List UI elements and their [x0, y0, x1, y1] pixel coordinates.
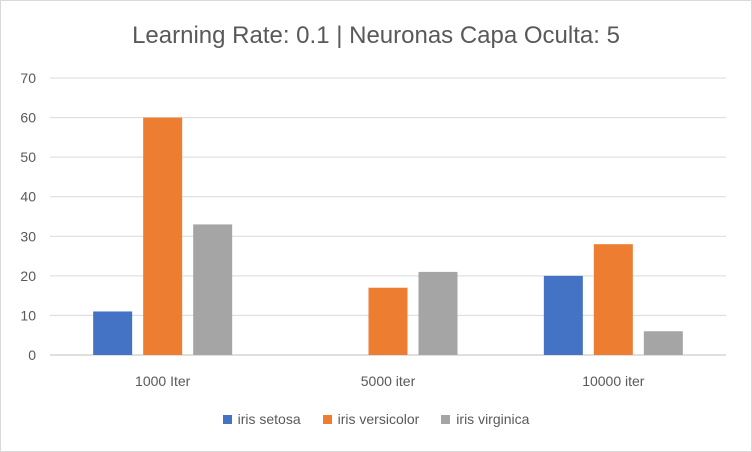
x-tick-label: 10000 iter [582, 373, 645, 389]
y-tick-label: 60 [20, 110, 36, 126]
bar [368, 287, 408, 355]
x-tick-label: 5000 iter [361, 373, 416, 389]
legend-item: iris versicolor [322, 411, 420, 427]
y-tick-label: 50 [20, 149, 36, 165]
bar [93, 311, 133, 355]
y-tick-label: 30 [20, 228, 36, 244]
bar [543, 275, 583, 355]
y-tick-label: 0 [28, 347, 36, 363]
y-tick-label: 10 [20, 307, 36, 323]
y-tick-label: 40 [20, 189, 36, 205]
legend-label: iris virginica [456, 411, 530, 427]
legend-swatch [441, 414, 451, 424]
y-tick-label: 20 [20, 268, 36, 284]
y-tick-label: 70 [20, 70, 36, 86]
chart-legend: iris setosa iris versicolor iris virginica [0, 411, 752, 427]
chart-title: Learning Rate: 0.1 | Neuronas Capa Ocult… [132, 22, 620, 49]
bar [143, 117, 183, 355]
bar [593, 244, 633, 355]
legend-label: iris versicolor [337, 411, 420, 427]
legend-item: iris virginica [441, 411, 529, 427]
legend-item: iris setosa [222, 411, 301, 427]
x-tick-label: 1000 Iter [135, 373, 191, 389]
bar [643, 331, 683, 355]
legend-swatch [322, 414, 332, 424]
legend-swatch [222, 414, 232, 424]
bar [193, 224, 233, 355]
bar [418, 271, 458, 355]
legend-label: iris setosa [237, 411, 301, 427]
